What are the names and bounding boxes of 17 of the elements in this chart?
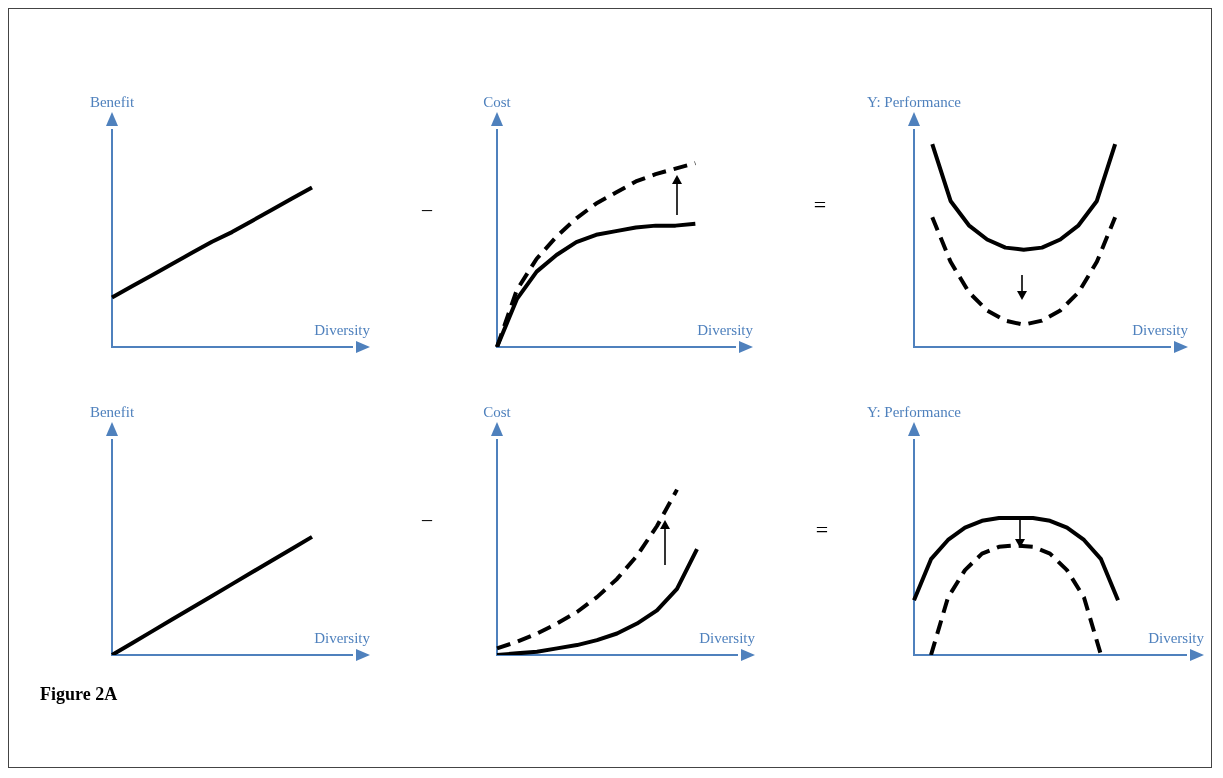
caption: Figure 2A (40, 684, 118, 706)
y-axis-title: Cost (483, 94, 512, 110)
text: – (422, 508, 432, 531)
text: = (815, 516, 829, 543)
y-axis-title: Benefit (89, 94, 135, 110)
x-axis-title: Diversity (1132, 322, 1189, 338)
x-axis-title: Diversity (314, 630, 371, 646)
text: – (422, 198, 432, 221)
y-axis-title: Y: Performance (867, 404, 962, 420)
text: = (813, 191, 827, 218)
y-axis-title: Cost (483, 404, 512, 420)
x-axis-title: Diversity (314, 322, 371, 338)
x-axis-title: Diversity (697, 322, 754, 338)
x-axis-title: Diversity (699, 630, 756, 646)
y-axis-title: Y: Performance (867, 94, 962, 110)
x-axis-title: Diversity (1148, 630, 1205, 646)
y-axis-title: Benefit (89, 404, 135, 420)
